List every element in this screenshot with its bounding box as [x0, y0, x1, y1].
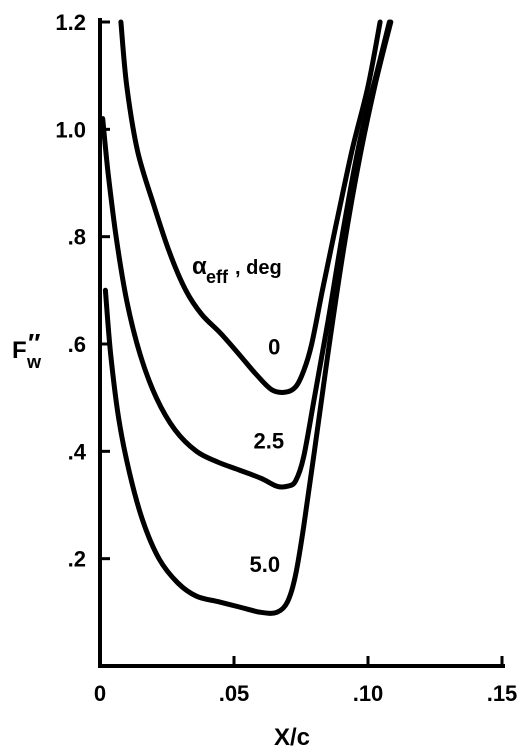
legend-title-rest: , deg: [235, 257, 282, 279]
y-axis-title-main: F: [12, 337, 27, 364]
curve-label-5-0: 5.0: [250, 552, 281, 577]
y-axis-title: F ″ w: [12, 328, 42, 372]
curve-label-0: 0: [268, 335, 280, 360]
axes: [98, 18, 505, 668]
y-tick-label: .6: [68, 332, 86, 357]
tick-labels: 0 .05 .10 .15 .2 .4 .6 .8 1.0 1.2: [55, 10, 517, 706]
tick-marks: [100, 20, 504, 666]
y-axis-title-sub: w: [26, 352, 42, 372]
x-tick-label: 0: [94, 681, 106, 706]
x-tick-label: .10: [353, 681, 384, 706]
x-axis-title: X/c: [274, 724, 310, 751]
y-tick-label: .2: [68, 547, 86, 572]
y-tick-label: .8: [68, 225, 86, 250]
series-line-0: [118, 19, 383, 395]
legend-title-sub: eff: [206, 267, 229, 287]
series-line-2-5: [100, 19, 392, 490]
legend-title: α eff , deg: [192, 253, 282, 287]
x-tick-label: .15: [487, 681, 518, 706]
y-tick-label: .4: [68, 439, 87, 464]
curve-label-2-5: 2.5: [254, 429, 285, 454]
series-curves: [100, 19, 394, 616]
series-line-5-0: [102, 19, 394, 616]
x-tick-label: .05: [219, 681, 250, 706]
curve-labels: 0 2.5 5.0: [250, 335, 285, 577]
y-tick-label: 1.2: [55, 10, 86, 35]
y-axis-title-prime: ″: [28, 328, 40, 358]
legend-title-symbol: α: [192, 253, 207, 280]
y-tick-label: 1.0: [55, 117, 86, 142]
